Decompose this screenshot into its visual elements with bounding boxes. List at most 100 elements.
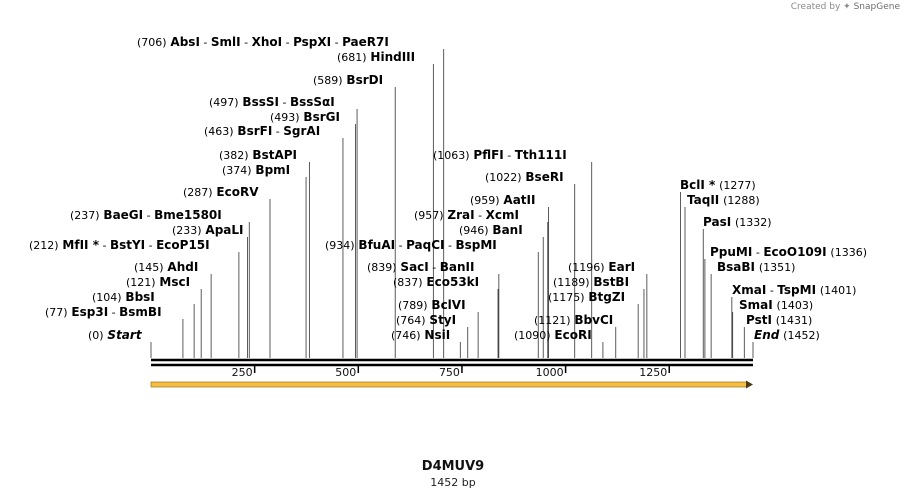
site-label-681: (681) HindIII [337, 50, 415, 64]
site-label-121: (121) MscI [126, 275, 190, 289]
enzyme-name: BsmBI [119, 305, 161, 319]
name-separator: - [241, 36, 252, 49]
enzyme-name: XcmI [486, 208, 519, 222]
site-label-237: (237) BaeGI - Bme1580I [70, 208, 222, 222]
enzyme-name: BstYI [110, 238, 145, 252]
enzyme-name: PspXI [293, 35, 331, 49]
enzyme-name: BclVI [431, 298, 465, 312]
site-label-1431: PstI (1431) [746, 313, 812, 327]
site-coordinate: (1189) [553, 276, 590, 289]
site-label-493: (493) BsrGI [270, 110, 340, 124]
enzyme-name: PaqCI [406, 238, 444, 252]
site-coordinate: (493) [270, 111, 300, 124]
site-coordinate: (1121) [534, 314, 571, 327]
site-label-382: (382) BstAPI [219, 148, 297, 162]
enzyme-name: BbvCI [574, 313, 613, 327]
tick-label: 250 [232, 366, 253, 379]
site-coordinate: (1277) [719, 179, 756, 192]
enzyme-name: BsrGI [303, 110, 340, 124]
enzyme-name: PpuMI [710, 245, 752, 259]
site-label-1196: (1196) EarI [568, 260, 635, 274]
site-label-589: (589) BsrDI [313, 73, 383, 87]
enzyme-name: EarI [608, 260, 635, 274]
site-coordinate: (382) [219, 149, 249, 162]
site-coordinate: (0) [88, 329, 104, 342]
site-label-934: (934) BfuAI - PaqCI - BspMI [325, 238, 497, 252]
enzyme-name: BclI * [680, 178, 716, 192]
name-separator: - [99, 239, 110, 252]
enzyme-name: AbsI [170, 35, 199, 49]
name-separator: - [272, 125, 283, 138]
site-label-1277: BclI * (1277) [680, 178, 756, 192]
site-coordinate: (1401) [820, 284, 857, 297]
site-coordinate: (837) [393, 276, 423, 289]
site-label-746: (746) NsiI [391, 328, 450, 342]
site-label-1121: (1121) BbvCI [534, 313, 613, 327]
orf-arrow-icon [746, 380, 753, 389]
site-coordinate: (1022) [485, 171, 522, 184]
site-label-212: (212) MfII * - BstYI - EcoP15I [29, 238, 210, 252]
site-label-463: (463) BsrFI - SgrAI [204, 124, 320, 138]
enzyme-name: BspMI [455, 238, 496, 252]
name-separator: - [752, 246, 763, 259]
site-label-959: (959) AatII [470, 193, 535, 207]
enzyme-name: SgrAI [283, 124, 320, 138]
enzyme-name: BstAPI [252, 148, 297, 162]
enzyme-name: AhdI [167, 260, 198, 274]
enzyme-name: EcoO109I [763, 245, 826, 259]
credit-brand: SnapGene [853, 2, 900, 12]
site-label-145: (145) AhdI [134, 260, 198, 274]
site-coordinate: (1332) [735, 216, 772, 229]
site-coordinate: (374) [222, 164, 252, 177]
orf-feature-bar [150, 381, 748, 388]
name-separator: - [282, 36, 293, 49]
site-label-1332: PasI (1332) [703, 215, 772, 229]
enzyme-name: MscI [159, 275, 190, 289]
tick-label: 750 [439, 366, 460, 379]
site-coordinate: (789) [398, 299, 428, 312]
site-label-1288: TaqII (1288) [687, 193, 760, 207]
tick-label: 1250 [639, 366, 667, 379]
site-coordinate: (77) [45, 306, 68, 319]
enzyme-name: PstI [746, 313, 772, 327]
site-coordinate: (104) [92, 291, 122, 304]
name-separator: - [395, 239, 406, 252]
enzyme-name: Bme1580I [154, 208, 222, 222]
site-coordinate: (934) [325, 239, 355, 252]
enzyme-name: BssSI [242, 95, 279, 109]
enzyme-name: StyI [429, 313, 456, 327]
site-coordinate: (121) [126, 276, 156, 289]
site-label-374: (374) BpmI [222, 163, 290, 177]
site-coordinate: (1452) [783, 329, 820, 342]
enzyme-name: SacI [400, 260, 428, 274]
enzyme-name: BstBI [593, 275, 629, 289]
enzyme-name: AatII [503, 193, 535, 207]
enzyme-name: BsrDI [346, 73, 383, 87]
site-coordinate: (233) [172, 224, 202, 237]
enzyme-name: BseRI [525, 170, 563, 184]
site-label-1403: SmaI (1403) [739, 298, 813, 312]
name-separator: - [145, 239, 156, 252]
sequence-title: D4MUV9 [421, 459, 485, 474]
site-label-1022: (1022) BseRI [485, 170, 564, 184]
site-coordinate: (764) [396, 314, 426, 327]
site-label-706: (706) AbsI - SmlI - XhoI - PspXI - PaeR7… [137, 35, 389, 49]
site-coordinate: (497) [209, 96, 239, 109]
name-separator: - [445, 239, 456, 252]
enzyme-name: BsaBI [717, 260, 755, 274]
site-coordinate: (706) [137, 36, 167, 49]
enzyme-name: Start [107, 328, 142, 342]
name-separator: - [143, 209, 154, 222]
site-label-1452: End (1452) [754, 328, 820, 342]
enzyme-name: Tth111I [515, 148, 567, 162]
enzyme-name: MfII * [62, 238, 99, 252]
site-label-789: (789) BclVI [398, 298, 466, 312]
site-coordinate: (746) [391, 329, 421, 342]
site-coordinate: (959) [470, 194, 500, 207]
name-separator: - [766, 284, 777, 297]
site-label-1351: BsaBI (1351) [717, 260, 795, 274]
enzyme-name: BanII [440, 260, 475, 274]
site-coordinate: (957) [414, 209, 444, 222]
tick-label: 1000 [536, 366, 564, 379]
site-coordinate: (1175) [548, 291, 585, 304]
